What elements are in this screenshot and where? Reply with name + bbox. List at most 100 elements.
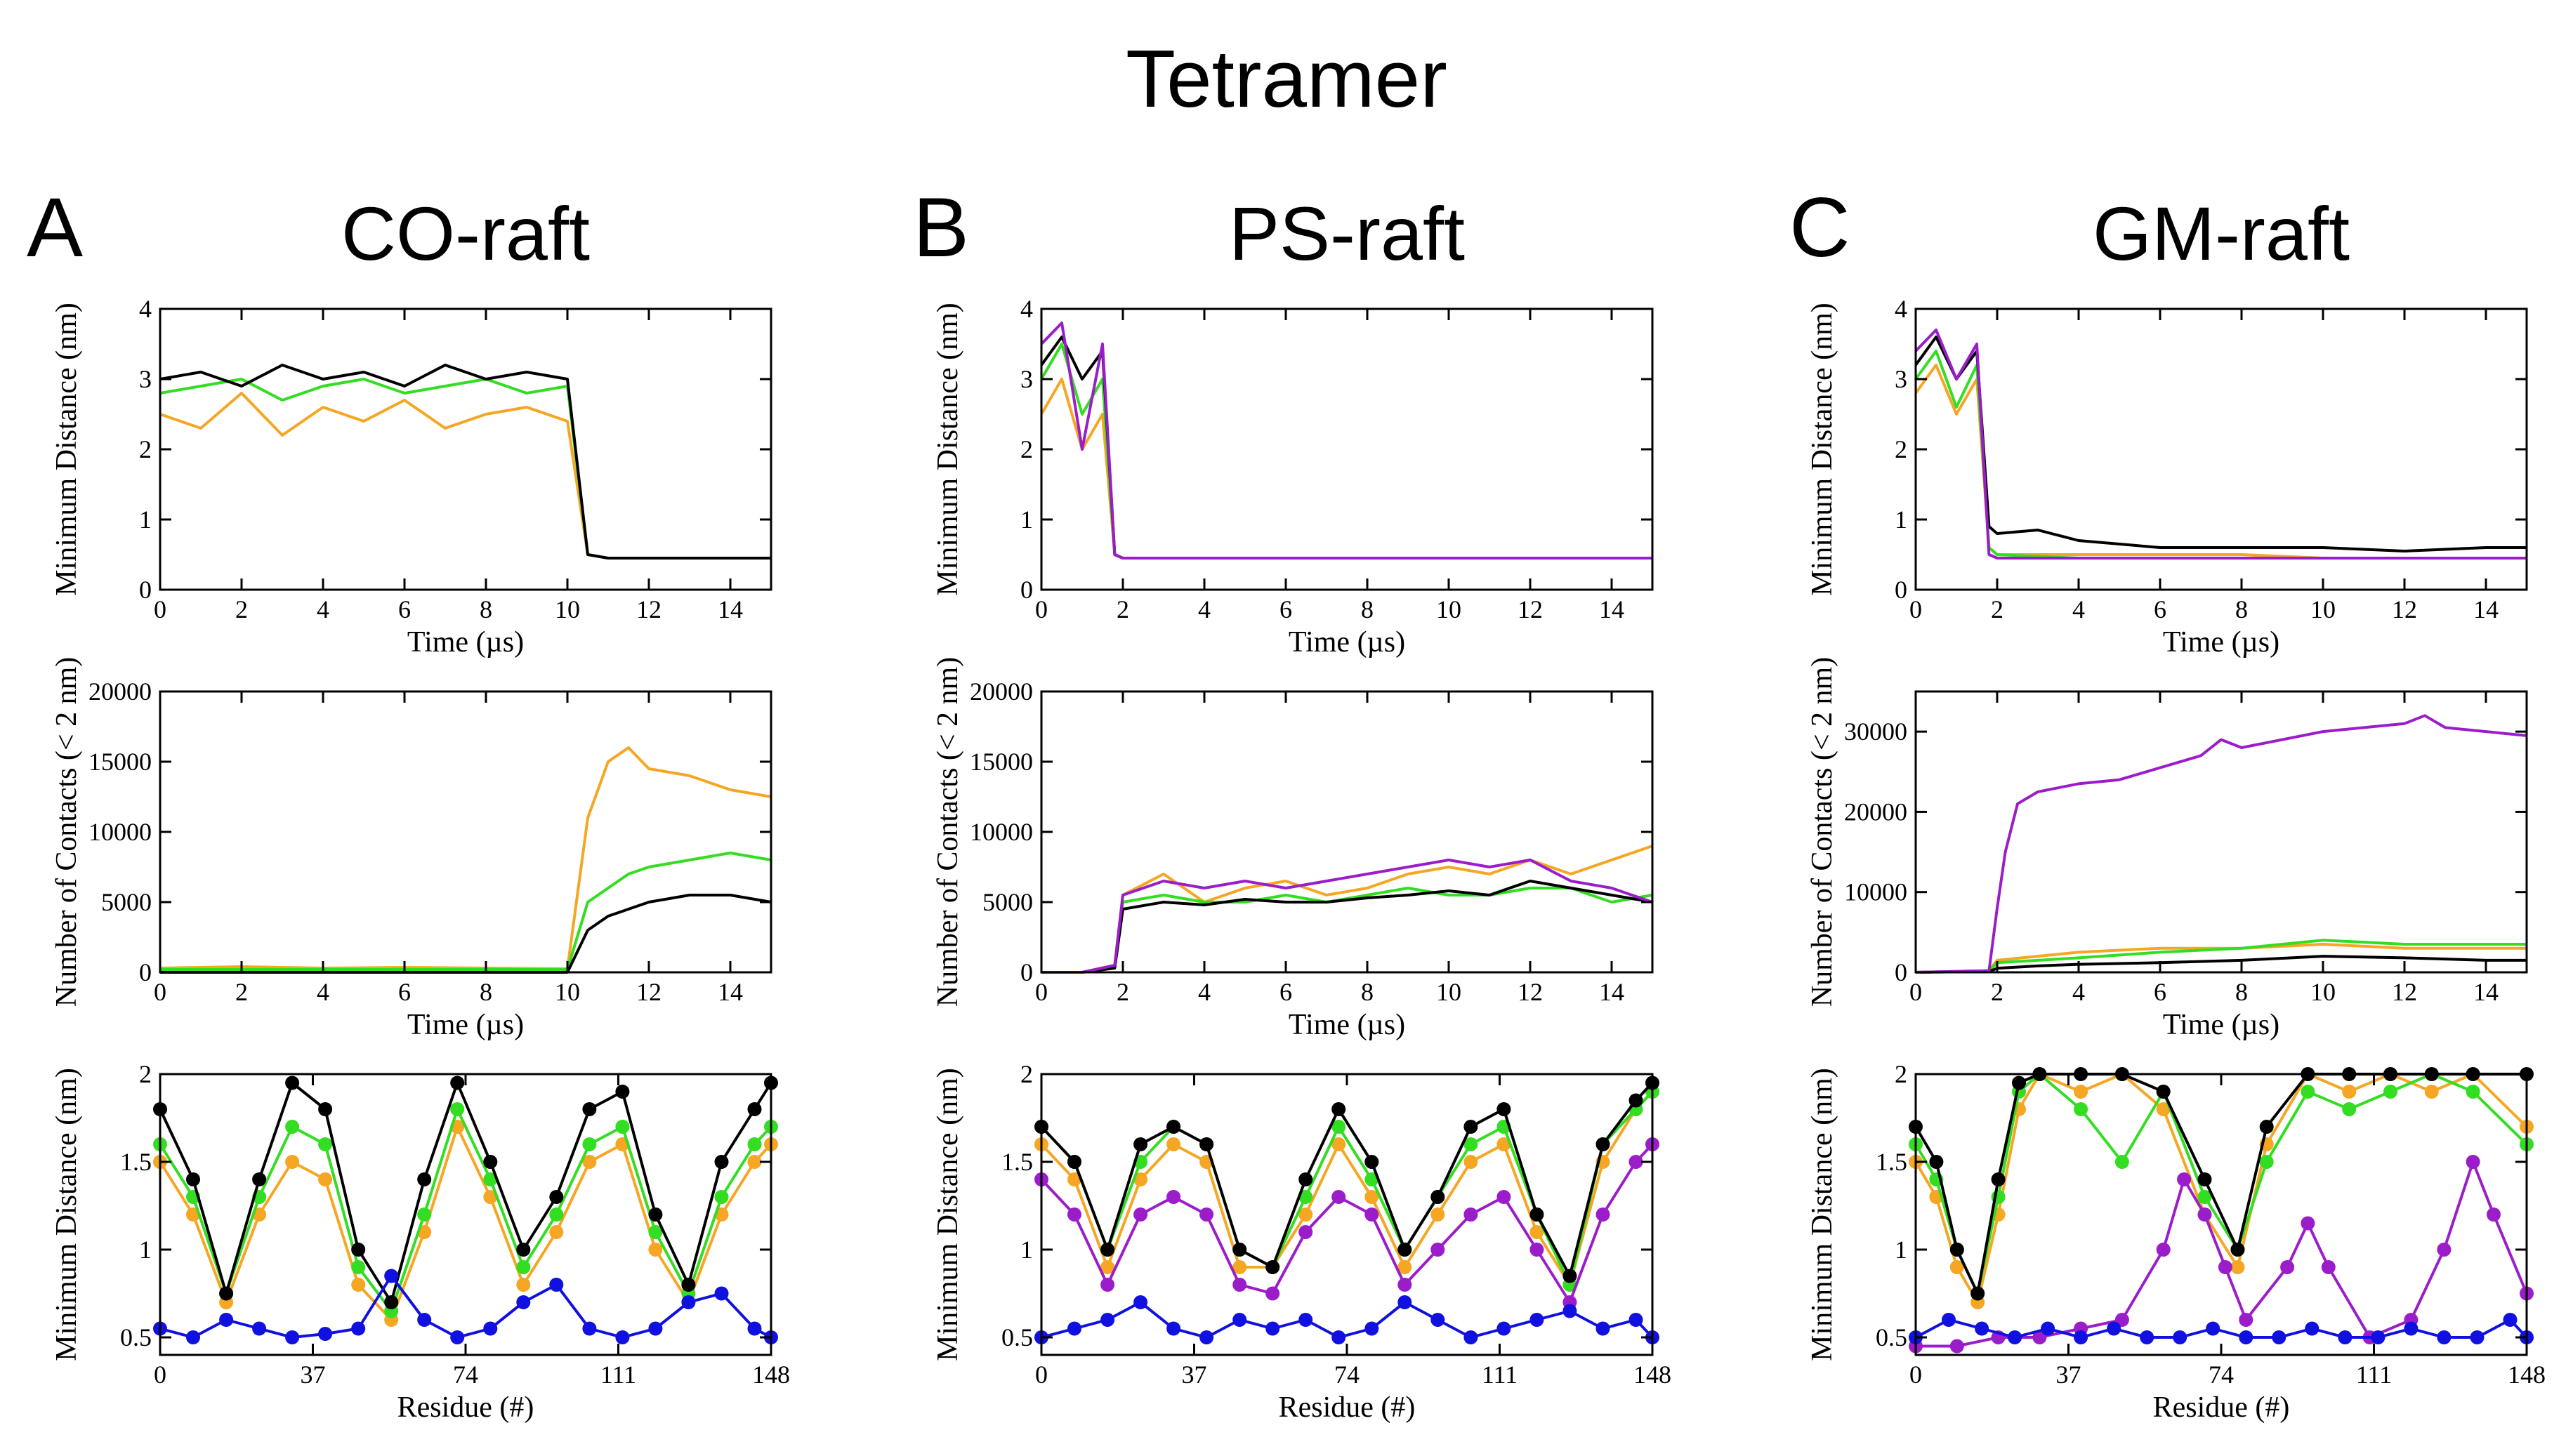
data-point-green bbox=[1331, 1120, 1346, 1134]
series-line-blue bbox=[1041, 1301, 1654, 1339]
data-point-blue bbox=[1463, 1330, 1478, 1344]
series-line-purple bbox=[1914, 329, 2527, 560]
data-point-purple bbox=[1331, 1190, 1346, 1204]
data-point-purple bbox=[1298, 1225, 1313, 1239]
data-point-purple bbox=[2156, 1243, 2171, 1257]
x-tick-label: 10 bbox=[2310, 595, 2336, 623]
data-point-blue bbox=[2008, 1330, 2022, 1344]
x-tick-label: 0 bbox=[1909, 978, 1922, 1006]
y-tick-label: 0 bbox=[139, 958, 152, 986]
series-line-orange bbox=[159, 746, 772, 970]
data-point-black bbox=[747, 1102, 762, 1116]
data-point-purple bbox=[2487, 1207, 2501, 1222]
data-point-blue bbox=[1430, 1313, 1445, 1327]
series-line-black bbox=[1041, 880, 1653, 974]
series-line-purple bbox=[1040, 322, 1652, 560]
data-point-green bbox=[582, 1137, 597, 1151]
data-point-black bbox=[714, 1155, 729, 1169]
series-line-green bbox=[1914, 1073, 2528, 1295]
x-axis-label: Residue (#) bbox=[1279, 1391, 1416, 1424]
x-axis-label: Residue (#) bbox=[397, 1391, 534, 1424]
data-point-purple bbox=[1496, 1190, 1511, 1204]
data-point-blue bbox=[1529, 1313, 1544, 1327]
y-tick-label: 1 bbox=[1020, 1236, 1033, 1264]
series-line-black bbox=[159, 364, 771, 560]
x-axis-label: Residue (#) bbox=[2153, 1391, 2290, 1424]
panel-title-b: PS-raft bbox=[1229, 191, 1465, 276]
data-point-blue bbox=[2404, 1321, 2419, 1336]
y-axis-label: Number of Contacts (< 2 nm) bbox=[1806, 657, 1838, 1007]
data-point-black bbox=[1970, 1286, 1985, 1301]
data-point-black bbox=[384, 1295, 399, 1309]
y-tick-label: 0 bbox=[1020, 958, 1033, 986]
data-point-blue bbox=[417, 1313, 432, 1327]
y-tick-label: 5000 bbox=[101, 888, 152, 916]
x-tick-label: 2 bbox=[1991, 978, 2003, 1006]
data-point-green bbox=[450, 1102, 465, 1116]
data-point-orange bbox=[1529, 1225, 1544, 1239]
x-tick-label: 14 bbox=[2473, 595, 2499, 623]
data-point-blue bbox=[2437, 1330, 2452, 1344]
data-point-green bbox=[2301, 1085, 2315, 1099]
data-point-orange bbox=[2074, 1085, 2088, 1099]
data-point-blue bbox=[186, 1330, 200, 1344]
data-point-black bbox=[1100, 1243, 1115, 1257]
panel-letter-a: A bbox=[27, 180, 83, 274]
x-tick-label: 4 bbox=[1198, 595, 1211, 623]
data-point-green bbox=[549, 1207, 564, 1222]
x-axis-label: Time (µs) bbox=[2163, 626, 2279, 658]
data-point-orange bbox=[1430, 1207, 1445, 1222]
data-point-purple bbox=[1595, 1207, 1610, 1222]
data-point-orange bbox=[1166, 1137, 1181, 1151]
data-point-green bbox=[2114, 1155, 2129, 1169]
data-point-black bbox=[483, 1155, 498, 1169]
y-tick-label: 20000 bbox=[970, 677, 1033, 706]
data-point-black bbox=[1991, 1172, 2006, 1186]
series-line-purple bbox=[1041, 859, 1653, 974]
data-point-black bbox=[1331, 1102, 1346, 1116]
y-tick-label: 10000 bbox=[1844, 878, 1907, 906]
data-point-orange bbox=[285, 1155, 300, 1169]
y-tick-label: 3 bbox=[139, 365, 152, 393]
x-tick-label: 0 bbox=[154, 978, 166, 1006]
data-point-orange bbox=[2342, 1085, 2357, 1099]
data-point-black bbox=[1496, 1102, 1511, 1116]
data-point-green bbox=[285, 1120, 300, 1134]
data-point-blue bbox=[1100, 1313, 1115, 1327]
x-tick-label: 0 bbox=[1909, 1361, 1922, 1389]
y-tick-label: 0 bbox=[139, 576, 152, 604]
data-point-purple bbox=[1265, 1286, 1280, 1301]
y-tick-label: 0 bbox=[1895, 576, 1907, 604]
data-point-black bbox=[1529, 1207, 1544, 1222]
data-point-blue bbox=[1331, 1330, 1346, 1344]
data-point-black bbox=[2259, 1120, 2274, 1134]
data-point-green bbox=[1298, 1190, 1313, 1204]
data-point-purple bbox=[1166, 1190, 1181, 1204]
data-point-green bbox=[648, 1225, 663, 1239]
data-point-green bbox=[318, 1137, 333, 1151]
x-tick-label: 14 bbox=[2473, 978, 2499, 1006]
x-tick-label: 14 bbox=[1599, 978, 1624, 1006]
data-point-green bbox=[747, 1137, 762, 1151]
figure-title: Tetramer bbox=[1126, 33, 1447, 124]
chart-b-residue: 0 37 74 111 148 0.5 1 1.5 2 Residue (#) Minimum Di… bbox=[932, 1060, 1671, 1424]
y-tick-label: 4 bbox=[139, 295, 152, 323]
series-line-green bbox=[1914, 350, 2527, 560]
data-point-blue bbox=[2074, 1330, 2088, 1344]
x-tick-label: 8 bbox=[480, 595, 492, 623]
x-tick-label: 4 bbox=[317, 595, 329, 623]
series-line-green bbox=[1915, 939, 2527, 974]
x-tick-label: 10 bbox=[1436, 595, 1461, 623]
x-tick-label: 14 bbox=[718, 978, 743, 1006]
panel-letter-c: C bbox=[1789, 180, 1850, 274]
data-point-purple bbox=[1232, 1278, 1247, 1292]
y-tick-label: 4 bbox=[1895, 295, 1907, 323]
data-point-blue bbox=[351, 1321, 366, 1336]
y-axis-label: Number of Contacts (< 2 nm) bbox=[932, 657, 964, 1007]
y-tick-label: 15000 bbox=[970, 748, 1033, 776]
data-point-green bbox=[2383, 1085, 2397, 1099]
data-point-blue bbox=[1562, 1304, 1577, 1318]
data-point-blue bbox=[384, 1269, 399, 1283]
